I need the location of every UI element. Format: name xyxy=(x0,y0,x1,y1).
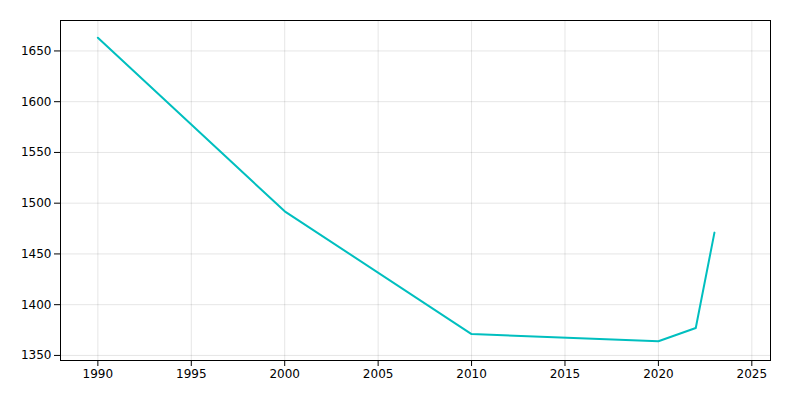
svg-text:1450: 1450 xyxy=(21,247,52,261)
svg-text:1550: 1550 xyxy=(21,145,52,159)
svg-text:1990: 1990 xyxy=(83,367,114,381)
svg-text:1600: 1600 xyxy=(21,95,52,109)
svg-text:1500: 1500 xyxy=(21,196,52,210)
svg-text:1995: 1995 xyxy=(176,367,207,381)
svg-text:2000: 2000 xyxy=(269,367,300,381)
svg-text:2020: 2020 xyxy=(643,367,674,381)
svg-text:2025: 2025 xyxy=(737,367,768,381)
svg-text:2010: 2010 xyxy=(456,367,487,381)
svg-text:1350: 1350 xyxy=(21,348,52,362)
svg-text:1400: 1400 xyxy=(21,298,52,312)
svg-text:2005: 2005 xyxy=(363,367,394,381)
svg-text:2015: 2015 xyxy=(550,367,581,381)
svg-text:1650: 1650 xyxy=(21,44,52,58)
